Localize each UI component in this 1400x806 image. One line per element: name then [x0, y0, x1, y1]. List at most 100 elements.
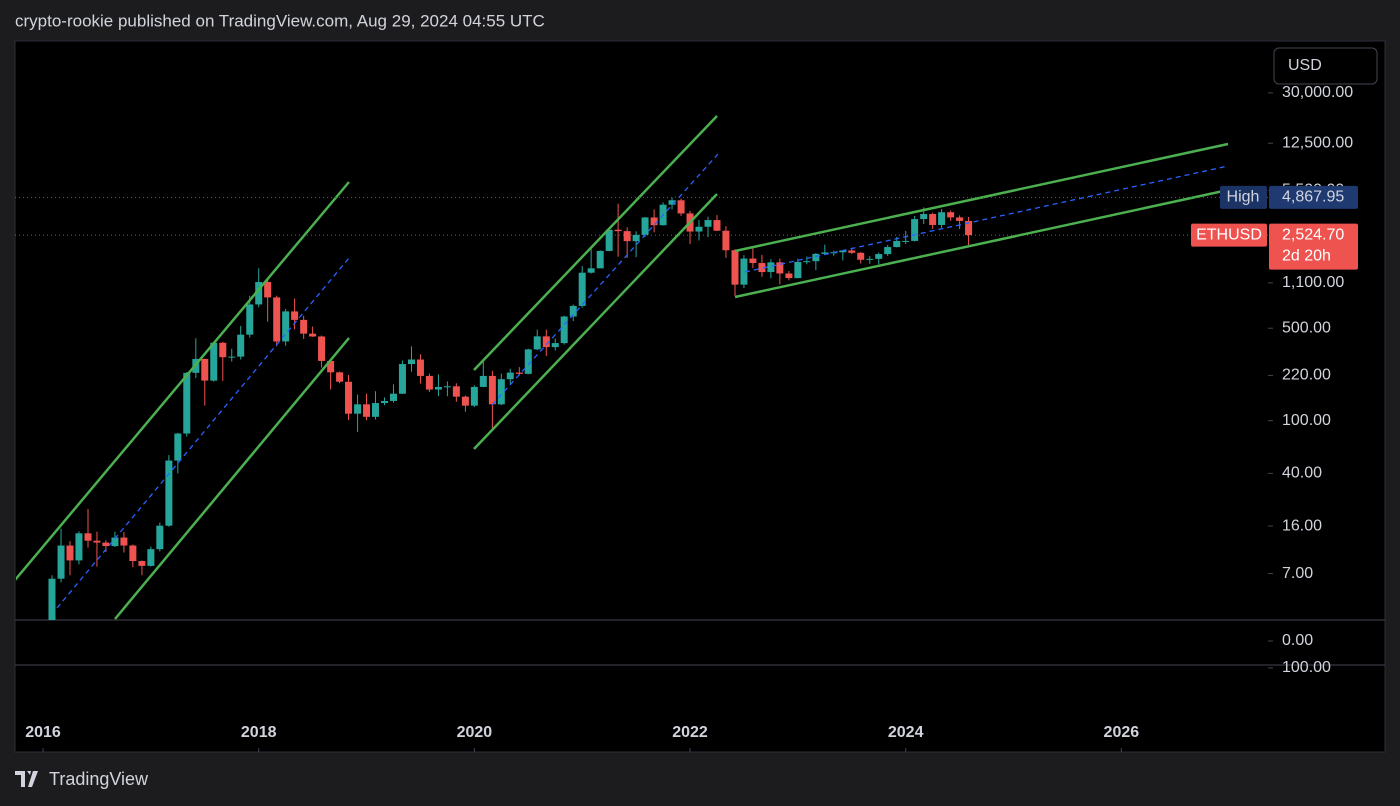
trend-line — [734, 188, 1229, 299]
candle-body — [273, 297, 281, 342]
candle-body — [407, 359, 415, 365]
x-tick-label: 2020 — [457, 724, 493, 741]
candle-body — [650, 217, 658, 226]
x-tick-label: 2022 — [672, 724, 708, 741]
trend-line — [473, 115, 718, 371]
y-tick-label: 100.00 — [1282, 659, 1331, 676]
candle-body — [911, 219, 919, 241]
candle-body — [758, 263, 766, 273]
candle-body — [381, 400, 389, 404]
candle-body — [569, 305, 577, 317]
candle-body — [821, 252, 829, 254]
brand-name: TradingView — [49, 769, 149, 789]
candle-body — [839, 250, 847, 253]
candle-body — [470, 386, 478, 406]
candle-body — [767, 262, 775, 273]
candle-body — [246, 304, 254, 335]
candle-body — [354, 404, 362, 414]
candle-body — [102, 542, 110, 547]
candle-body — [551, 343, 559, 348]
candle-body — [497, 379, 505, 405]
y-tick-label: 1,100.00 — [1282, 274, 1344, 291]
currency-button[interactable] — [1273, 47, 1378, 85]
candle-body — [291, 311, 299, 320]
y-tick-label: 16.00 — [1282, 517, 1322, 534]
candle-body — [749, 258, 757, 264]
channel-lines — [16, 115, 1229, 620]
symbol-box — [1191, 223, 1267, 247]
y-tick-label: 500.00 — [1282, 319, 1331, 336]
candle-body — [488, 375, 496, 405]
trend-line — [734, 142, 1229, 253]
candle-body — [228, 356, 236, 358]
candle-body — [255, 281, 263, 305]
candle-body — [875, 254, 883, 259]
candle-body — [219, 342, 227, 358]
last-price: 2,524.70 — [1282, 226, 1344, 243]
candle-body — [515, 372, 523, 374]
candle-body — [614, 229, 622, 232]
candle-body — [174, 433, 182, 461]
candle-body — [866, 258, 874, 260]
candle-body — [363, 404, 371, 417]
candle-body — [713, 220, 721, 231]
footer-brand: TradingView — [15, 769, 149, 789]
candle-body — [237, 334, 245, 357]
candle-body — [542, 336, 550, 348]
candle-body — [120, 537, 128, 546]
candle-body — [857, 252, 865, 260]
y-tick-label: 30,000.00 — [1282, 84, 1353, 101]
candle-body — [264, 281, 272, 298]
x-tick-label: 2016 — [25, 724, 61, 741]
candle-body — [506, 372, 514, 380]
candle-body — [300, 319, 308, 334]
candle-body — [156, 525, 164, 550]
y-tick-label: 0.00 — [1282, 632, 1313, 649]
candle-body — [327, 360, 335, 373]
candle-body — [147, 549, 155, 566]
candle-body — [947, 212, 955, 218]
candle-body — [704, 220, 712, 227]
candle-body — [57, 545, 65, 579]
y-tick-label: 220.00 — [1282, 367, 1331, 384]
candle-body — [66, 545, 74, 561]
candle-body — [632, 234, 640, 242]
last-price-box — [1269, 223, 1358, 270]
y-tick-label: 40.00 — [1282, 465, 1322, 482]
candle-body — [434, 386, 442, 390]
trend-line — [16, 181, 350, 581]
symbol-name: ETHUSD — [1196, 226, 1262, 243]
candle-body — [965, 220, 973, 236]
candle-body — [893, 240, 901, 248]
high-value: 4,867.95 — [1282, 189, 1344, 206]
candle-body — [84, 533, 92, 541]
candle-body — [336, 372, 344, 382]
candle-body — [812, 253, 820, 262]
candle-body — [282, 311, 290, 342]
candle-body — [722, 230, 730, 251]
median-line — [744, 165, 1229, 273]
candle-body — [129, 545, 137, 562]
median-line — [491, 153, 719, 406]
chart-frame — [14, 40, 1386, 753]
candle-body — [605, 229, 613, 251]
candle-body — [318, 336, 326, 361]
candle-body — [641, 217, 649, 235]
candle-body — [587, 268, 595, 273]
candle-body — [956, 217, 964, 221]
candle-body — [938, 212, 946, 225]
candle-body — [93, 540, 101, 543]
candle-body — [695, 226, 703, 232]
candle-body — [479, 375, 487, 387]
x-tick-label: 2024 — [888, 724, 924, 741]
median-line — [56, 257, 350, 609]
candle-body — [416, 359, 424, 376]
candle-body — [345, 381, 353, 414]
brand-logo — [15, 771, 38, 787]
candle-body — [776, 262, 784, 274]
candle-body — [210, 342, 218, 381]
candle-body — [75, 533, 83, 561]
candle-body — [560, 316, 568, 344]
